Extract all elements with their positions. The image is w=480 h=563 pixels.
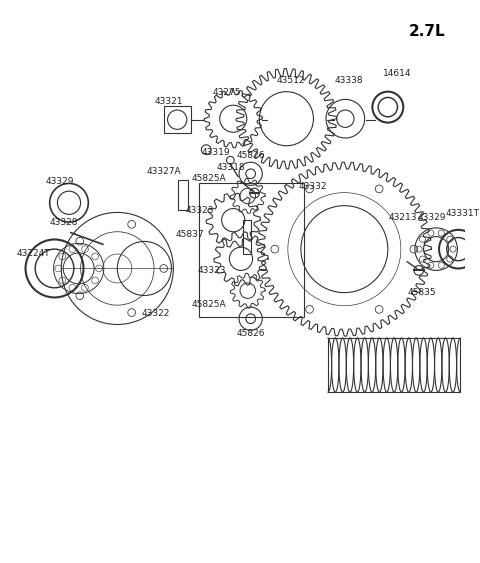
Text: 45825A: 45825A <box>192 300 227 309</box>
Text: 45826: 45826 <box>236 329 265 338</box>
Text: 45835: 45835 <box>408 288 436 297</box>
Bar <box>328 338 460 392</box>
Text: 43338: 43338 <box>335 75 363 84</box>
Text: 43331T: 43331T <box>445 209 479 218</box>
Text: 43327A: 43327A <box>146 167 181 176</box>
Text: 43329: 43329 <box>418 213 446 222</box>
Bar <box>164 106 191 133</box>
Text: 43323: 43323 <box>185 206 214 215</box>
Text: 43332: 43332 <box>298 182 327 191</box>
Text: 43224T: 43224T <box>16 249 50 258</box>
Text: 43328: 43328 <box>50 217 78 226</box>
Bar <box>200 184 304 317</box>
Text: 45826: 45826 <box>236 151 265 160</box>
Text: 43275: 43275 <box>212 88 241 97</box>
Text: 43321: 43321 <box>154 97 183 106</box>
Bar <box>243 220 251 254</box>
Text: 43323: 43323 <box>198 266 226 275</box>
Text: 43318: 43318 <box>217 163 246 172</box>
Text: 43319: 43319 <box>202 148 230 157</box>
Text: 2.7L: 2.7L <box>409 24 446 39</box>
Text: 45837: 45837 <box>176 230 204 239</box>
Text: 14614: 14614 <box>383 69 412 78</box>
Text: 43213: 43213 <box>388 213 417 222</box>
Bar <box>178 180 188 211</box>
Text: 43322: 43322 <box>142 309 170 318</box>
Text: 43329: 43329 <box>45 177 73 186</box>
Text: 43512: 43512 <box>277 75 305 84</box>
Text: 45825A: 45825A <box>192 174 227 183</box>
